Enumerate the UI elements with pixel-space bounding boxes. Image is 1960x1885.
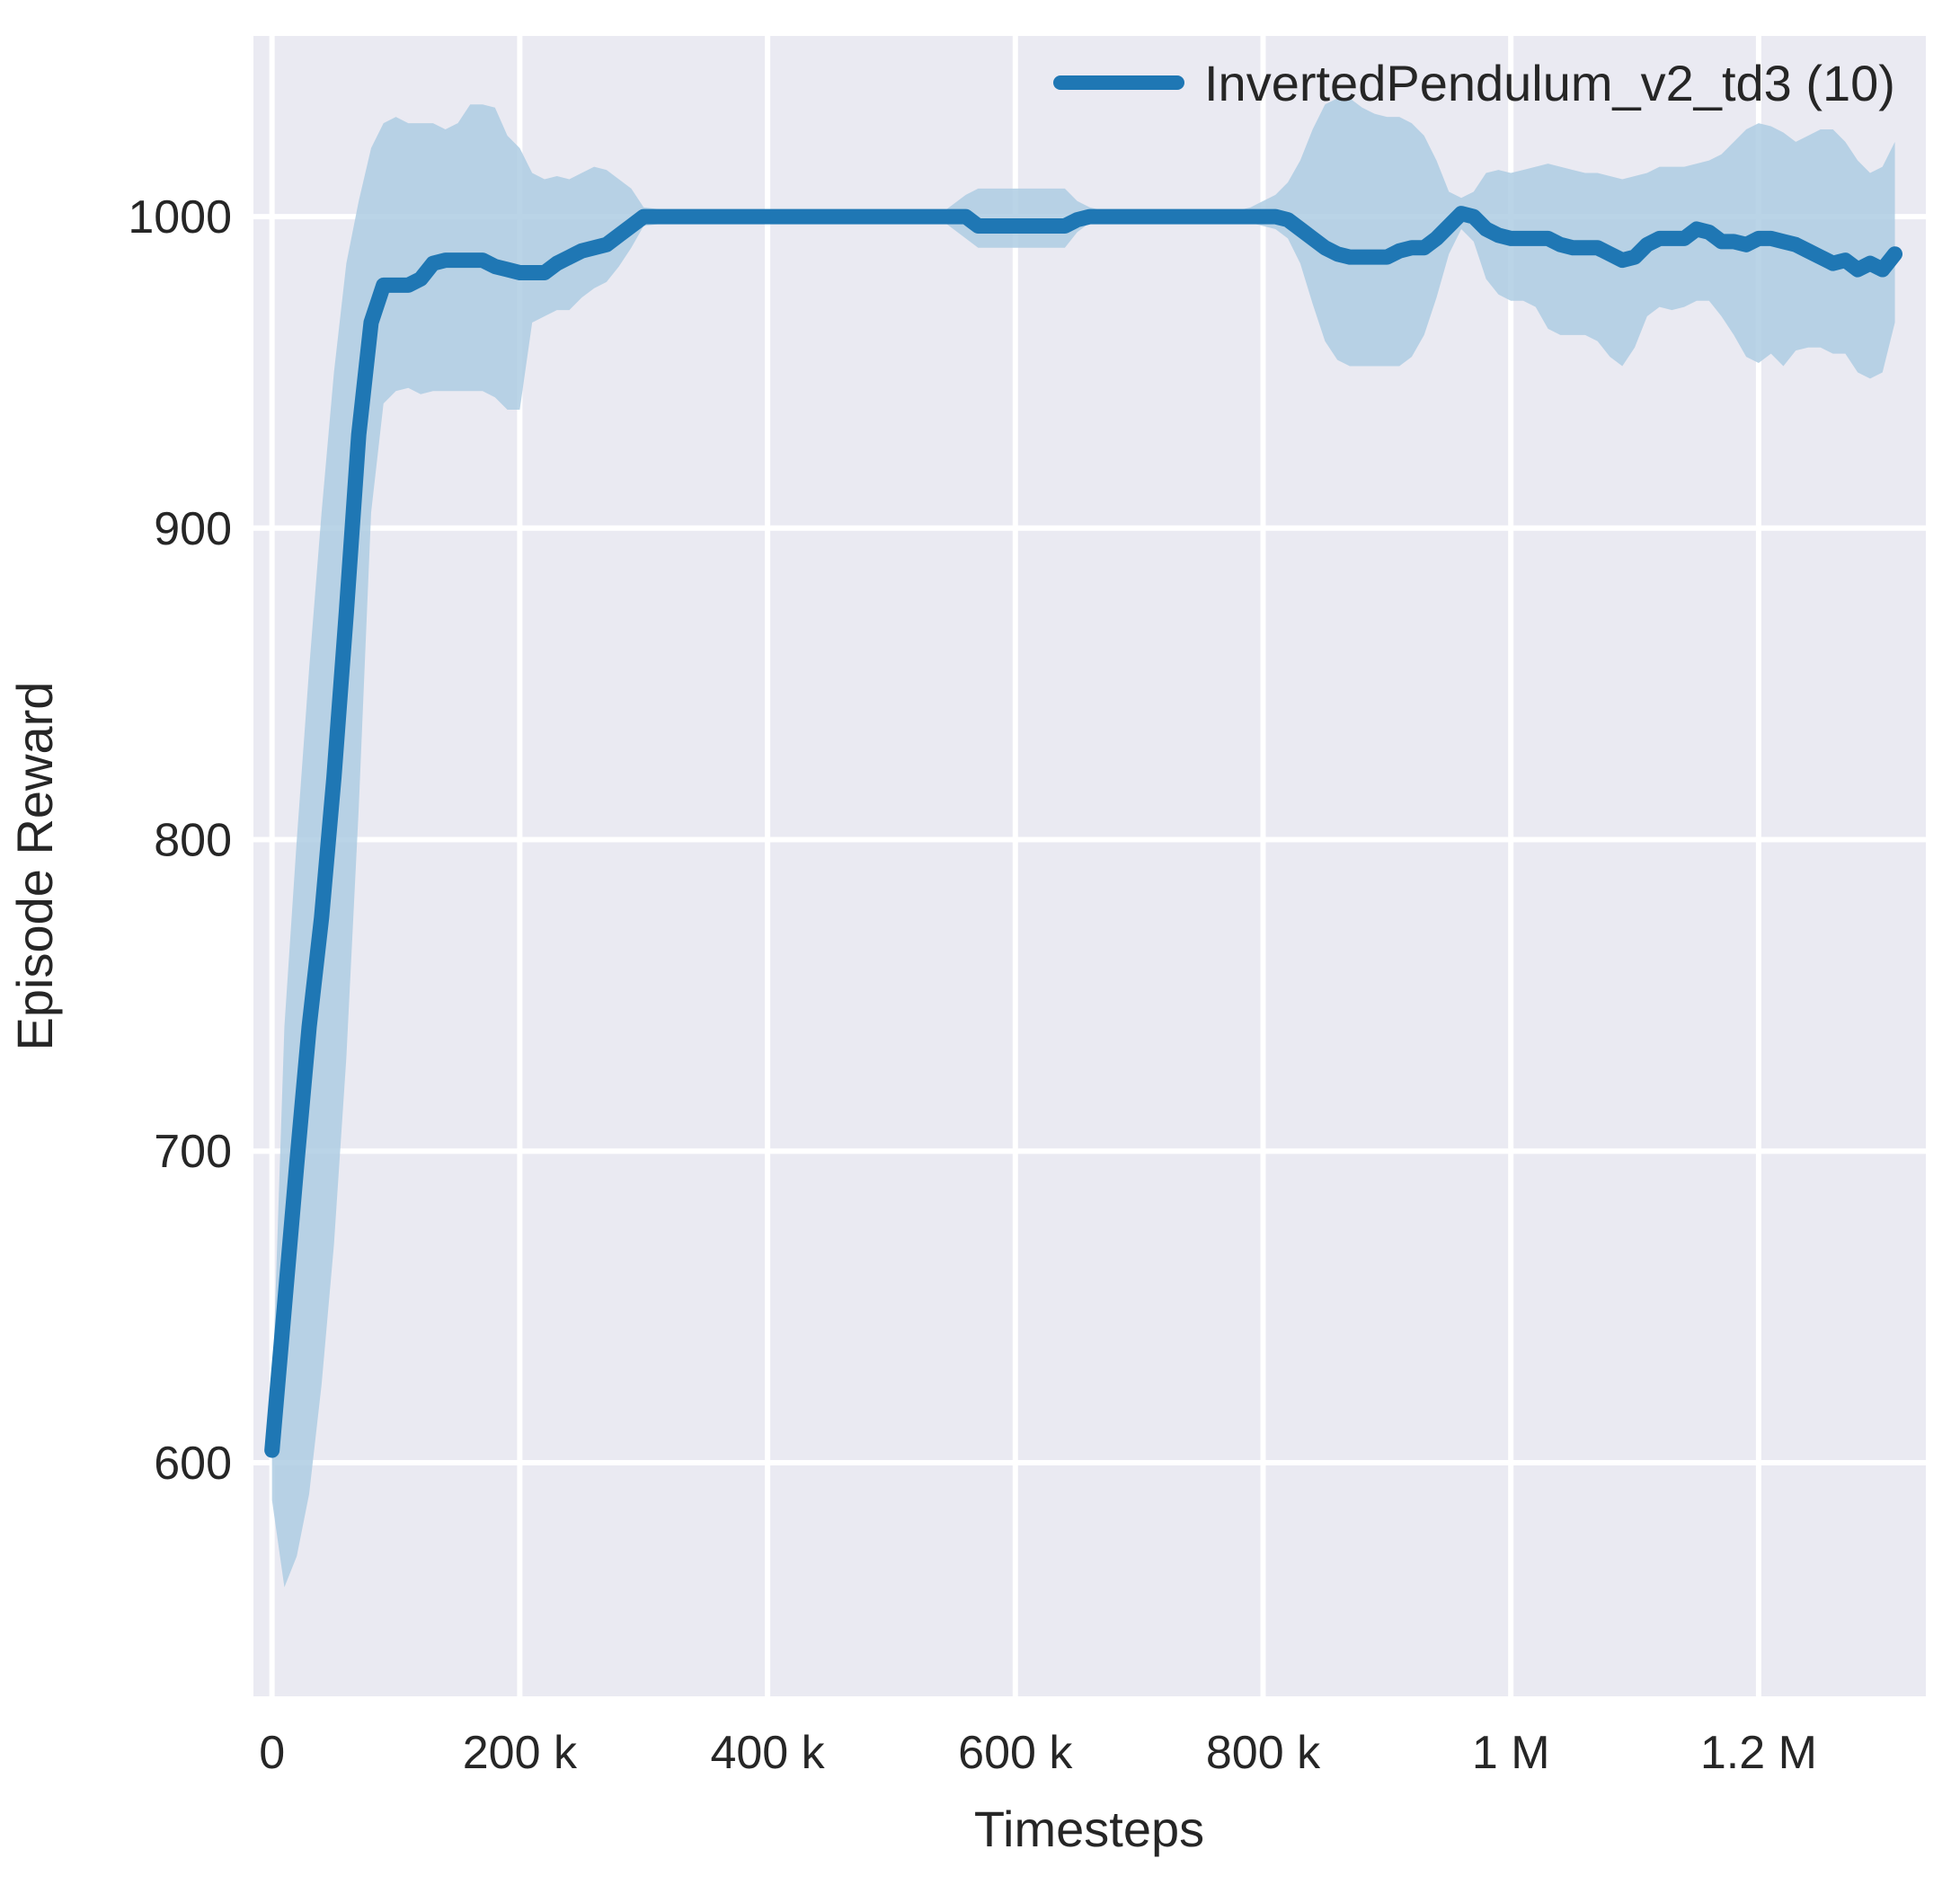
y-tick-labels: 600 700 800 900 1000	[128, 191, 232, 1490]
y-tick-label: 700	[154, 1126, 232, 1178]
x-axis-title: Timesteps	[974, 1801, 1204, 1857]
legend[interactable]: InvertedPendulum_v2_td3 (10)	[1053, 55, 1895, 111]
x-tick-label: 0	[259, 1727, 285, 1779]
x-tick-label: 600 k	[958, 1727, 1073, 1779]
y-tick-label: 1000	[128, 191, 232, 243]
x-gridlines	[269, 36, 1761, 1696]
y-axis-title: Episode Reward	[6, 682, 63, 1051]
y-tick-label: 600	[154, 1438, 232, 1490]
x-tick-label: 1.2 M	[1700, 1727, 1817, 1779]
mean-line	[264, 206, 1903, 1458]
x-tick-label: 400 k	[710, 1727, 825, 1779]
x-tick-label: 1 M	[1472, 1727, 1550, 1779]
legend-label-inverted-pendulum: InvertedPendulum_v2_td3 (10)	[1204, 55, 1895, 111]
x-tick-label: 800 k	[1206, 1727, 1321, 1779]
y-tick-label: 800	[154, 815, 232, 867]
x-tick-label: 200 k	[463, 1727, 578, 1779]
y-tick-label: 900	[154, 503, 232, 555]
series-line	[264, 206, 1903, 1458]
x-tick-labels: 0 200 k 400 k 600 k 800 k 1 M 1.2 M	[259, 1727, 1817, 1779]
